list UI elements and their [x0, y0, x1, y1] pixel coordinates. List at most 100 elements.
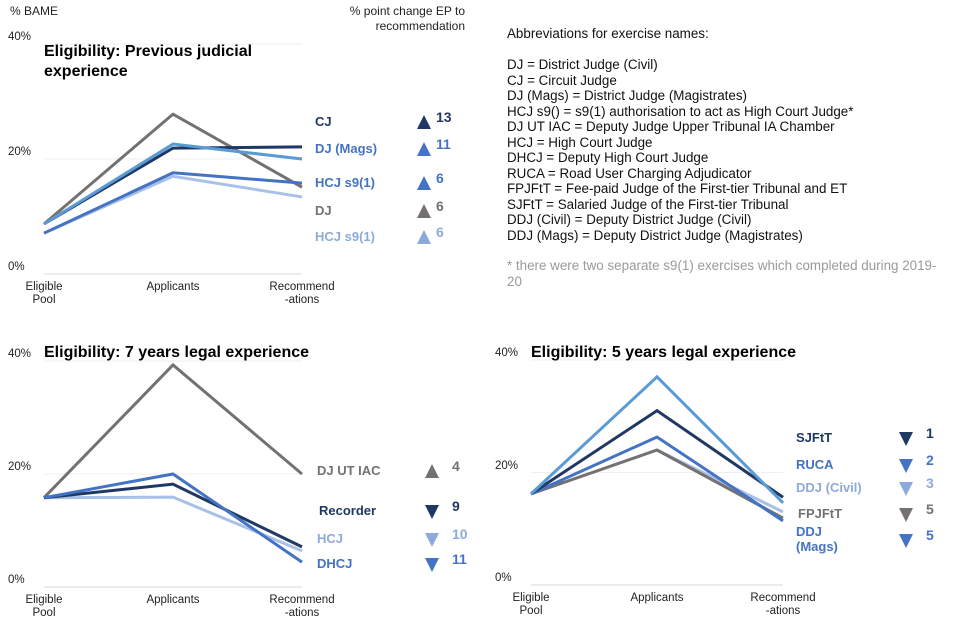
line-chart-3 [529, 359, 913, 586]
series-line-sjftt [530, 408, 784, 499]
abbreviation-item: DJ UT IAC = Deputy Judge Upper Tribunal … [507, 119, 835, 134]
legend-label: FPJFtT [798, 506, 843, 521]
series-line-cj [43, 145, 303, 226]
x-tick-label-line: Eligible [25, 594, 63, 606]
y-tick-label: 0% [8, 574, 25, 586]
triangle-down-icon [899, 459, 913, 473]
triangle-down-icon [425, 505, 439, 519]
change-value: 3 [926, 475, 934, 491]
x-tick-label-line: Eligible [25, 281, 63, 293]
abbreviation-item: DDJ (Mags) = Deputy District Judge (Magi… [507, 227, 803, 243]
y-tick-label: 40% [8, 348, 32, 360]
y-tick-label: 0% [495, 572, 512, 584]
x-tick-label-line: -ations [765, 605, 801, 617]
x-tick-label-line: Recommend [269, 281, 335, 293]
series-line-dhcj [43, 472, 303, 564]
x-tick-label: Eligible Pool [0, 281, 89, 307]
abbreviation-item: RUCA = Road User Charging Adjudicator [507, 165, 752, 181]
y-tick-label: 20% [8, 146, 32, 158]
y-tick-label: 40% [495, 347, 519, 359]
x-tick-label-line: Applicants [146, 594, 200, 606]
legend-label: CJ [315, 114, 332, 129]
x-tick-label: Applicants [128, 281, 218, 294]
series-line-ddj-mags- [529, 374, 785, 504]
triangle-up-icon [417, 142, 431, 156]
change-value: 2 [926, 452, 934, 468]
change-value: 11 [436, 136, 451, 152]
x-tick-label: Eligible Pool [0, 594, 89, 620]
legend-label: SJFtT [796, 430, 833, 445]
legend-label: DHCJ [317, 556, 353, 571]
legend-label: DJ (Mags) [315, 141, 378, 156]
abbreviation-item: DHCJ = Deputy High Court Judge [507, 150, 709, 165]
legend-label: DJ UT IAC [317, 463, 381, 478]
triangle-up-icon [417, 176, 431, 190]
change-column-header: % point change EP to recommendation [349, 4, 465, 33]
x-tick-label: Recommend -ations [257, 594, 347, 620]
abbreviation-item: FPJFtT = Fee-paid Judge of the First-tie… [507, 181, 848, 196]
chart-title: Eligibility: 7 years legal experience [44, 344, 310, 361]
series-line-recorder [43, 482, 303, 549]
change-value: 11 [452, 551, 467, 567]
legend-label: Recorder [319, 503, 377, 518]
abbreviations-panel: Abbreviations for exercise names: DJ = D… [507, 26, 937, 289]
x-tick-label: Applicants [612, 592, 702, 605]
change-value: 5 [926, 527, 934, 543]
triangle-up-icon [417, 204, 431, 218]
x-tick-label-line: Pool [32, 294, 56, 306]
x-tick-label-line: -ations [284, 294, 320, 306]
change-value: 6 [436, 198, 444, 214]
x-tick-label: Recommend -ations [257, 281, 347, 307]
abbreviation-item: DDJ (Civil) = Deputy District Judge (Civ… [507, 212, 752, 227]
x-tick-label-line: Pool [519, 605, 543, 617]
series-line-dj [43, 112, 303, 226]
series-line-fpjftt [530, 448, 784, 520]
triangle-down-icon [425, 533, 439, 547]
series-line-dj-ut-iac [42, 362, 303, 499]
change-value: 1 [926, 425, 934, 441]
footnote: * there were two separate s9(1) exercise… [507, 258, 937, 289]
legend-label: DJ [315, 203, 332, 218]
change-value: 13 [436, 109, 452, 125]
series-line-hcj-s9-1- [43, 174, 303, 235]
series-line-hcj-s9-1- [43, 171, 303, 235]
x-tick-label-line: Eligible [512, 592, 550, 604]
abbreviation-item: HCJ s9() = s9(1) authorisation to act as… [507, 103, 854, 119]
abbreviations-heading: Abbreviations for exercise names: [507, 26, 709, 41]
triangle-down-icon [899, 534, 913, 548]
x-tick-label: Recommend -ations [738, 592, 828, 618]
y-axis-title: % BAME [10, 4, 59, 18]
legend-label: DDJ (Civil) [796, 480, 862, 495]
abbreviation-item: CJ = Circuit Judge [507, 72, 617, 88]
triangle-up-icon [425, 464, 439, 478]
abbreviation-item: HCJ = High Court Judge [507, 134, 653, 150]
legend-label: RUCA [796, 457, 834, 472]
y-tick-label: 40% [8, 31, 32, 43]
chart-title: Eligibility: Previous judicial experienc… [44, 43, 253, 80]
triangle-down-icon [899, 432, 913, 446]
series-line-dj-mags- [43, 142, 303, 226]
line-chart-2 [42, 360, 439, 588]
change-value: 6 [436, 224, 444, 240]
y-tick-label: 20% [8, 461, 32, 473]
legend-label: HCJ s9(1) [315, 229, 375, 244]
y-tick-label: 0% [8, 261, 25, 273]
triangle-down-icon [425, 558, 439, 572]
change-value: 5 [926, 501, 934, 517]
abbreviation-item: DJ = District Judge (Civil) [507, 57, 658, 72]
x-tick-label-line: Recommend [269, 594, 335, 606]
x-tick-label-line: Applicants [630, 592, 684, 604]
abbreviation-item: DJ (Mags) = District Judge (Magistrates) [507, 88, 747, 103]
triangle-up-icon [417, 115, 431, 129]
change-value: 4 [452, 458, 460, 474]
triangle-down-icon [899, 482, 913, 496]
abbreviation-item: SJFtT = Salaried Judge of the First-tier… [507, 196, 789, 212]
abbreviations-list: DJ = District Judge (Civil) CJ = Circuit … [507, 57, 937, 243]
x-tick-label-line: Pool [32, 607, 56, 619]
change-value: 6 [436, 170, 444, 186]
x-tick-label: Applicants [128, 594, 218, 607]
series-line-hcj [43, 495, 303, 553]
x-tick-label-line: Recommend [750, 592, 816, 604]
legend-label: HCJ [317, 531, 344, 546]
line-chart-1 [43, 43, 431, 275]
